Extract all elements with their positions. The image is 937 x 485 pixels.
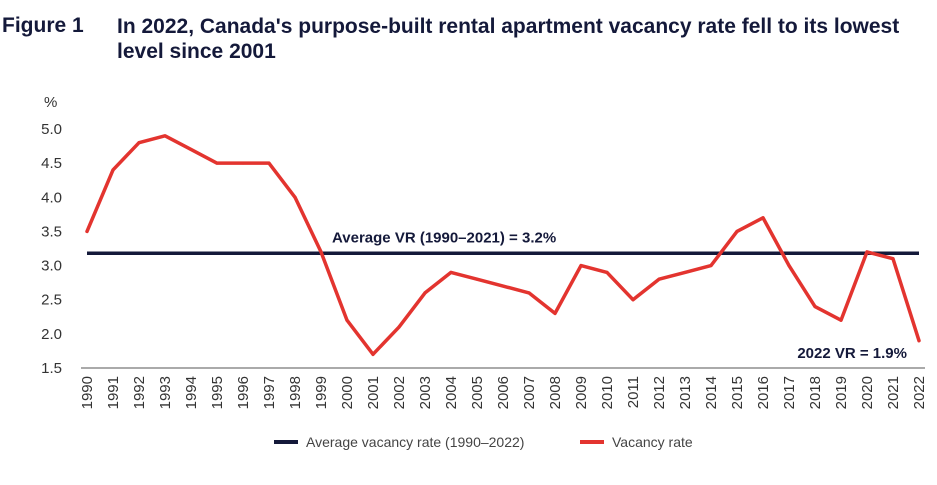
x-tick-label: 1990 (79, 376, 96, 409)
x-axis-ticks: 1990 1991 1992 1993 1994 1995 1996 1997 1998 1999… (79, 376, 928, 409)
vacancy-rate-point (475, 277, 479, 281)
vacancy-rate-point (267, 161, 271, 165)
vacancy-rate-point (215, 161, 219, 165)
figure-label: Figure 1 (2, 14, 84, 37)
x-tick-label: 1992 (131, 376, 148, 409)
vacancy-rate-point (735, 229, 739, 233)
vacancy-rate-point (293, 195, 297, 199)
x-tick-label: 2006 (495, 376, 512, 409)
figure-title: In 2022, Canada's purpose-built rental a… (117, 15, 900, 63)
x-tick-label: 2019 (833, 376, 850, 409)
x-tick-label: 2014 (703, 376, 720, 409)
vacancy-rate-point (527, 291, 531, 295)
vacancy-rate-point (917, 339, 921, 343)
vacancy-rate-point (319, 250, 323, 254)
x-tick-label: 2008 (547, 376, 564, 409)
vacancy-rate-point (241, 161, 245, 165)
y-tick-label: 3.0 (41, 258, 62, 275)
vacancy-rate-point (683, 270, 687, 274)
y-tick-label: 1.5 (41, 360, 62, 377)
vacancy-rate-point (189, 147, 193, 151)
x-tick-label: 2009 (573, 376, 590, 409)
x-tick-label: 2012 (651, 376, 668, 409)
x-tick-label: 1993 (157, 376, 174, 409)
x-tick-label: 2022 (911, 376, 928, 409)
vacancy-rate-point (657, 277, 661, 281)
legend: Average vacancy rate (1990–2022) Vacancy… (274, 434, 693, 450)
average-annotation: Average VR (1990–2021) = 3.2% (332, 229, 556, 246)
x-tick-label: 2003 (417, 376, 434, 409)
vacancy-rate-point (709, 264, 713, 268)
y-tick-label: 4.5 (41, 155, 62, 172)
vacancy-rate-point (345, 318, 349, 322)
x-tick-label: 2017 (781, 376, 798, 409)
vacancy-rate-point (579, 264, 583, 268)
x-tick-label: 2021 (885, 376, 902, 409)
legend-label-vacancy-rate: Vacancy rate (612, 434, 693, 450)
x-tick-label: 2002 (391, 376, 408, 409)
vacancy-rate-point (449, 270, 453, 274)
vacancy-rate-point (397, 325, 401, 329)
x-tick-label: 1994 (183, 376, 200, 409)
x-tick-label: 2000 (339, 376, 356, 409)
x-tick-label: 2016 (755, 376, 772, 409)
y-tick-label: 2.0 (41, 326, 62, 343)
y-axis-unit-label: % (44, 94, 57, 111)
latest-value-annotation: 2022 VR = 1.9% (797, 345, 907, 362)
vacancy-rate-point (813, 305, 817, 309)
x-tick-label: 1997 (261, 376, 278, 409)
vacancy-rate-points (85, 134, 921, 356)
x-tick-label: 2005 (469, 376, 486, 409)
x-tick-label: 1991 (105, 376, 122, 409)
vacancy-rate-point (865, 250, 869, 254)
vacancy-rate-point (631, 298, 635, 302)
x-tick-label: 1996 (235, 376, 252, 409)
y-tick-label: 5.0 (41, 121, 62, 138)
x-tick-label: 2013 (677, 376, 694, 409)
x-tick-label: 2004 (443, 376, 460, 409)
x-tick-label: 1998 (287, 376, 304, 409)
x-tick-label: 1995 (209, 376, 226, 409)
vacancy-rate-point (423, 291, 427, 295)
vacancy-rate-point (85, 229, 89, 233)
vacancy-rate-point (137, 141, 141, 145)
x-tick-label: 1999 (313, 376, 330, 409)
x-tick-label: 2010 (599, 376, 616, 409)
legend-label-average: Average vacancy rate (1990–2022) (306, 434, 524, 450)
vacancy-rate-point (111, 168, 115, 172)
x-tick-label: 2007 (521, 376, 538, 409)
vacancy-rate-point (605, 270, 609, 274)
vacancy-rate-point (891, 257, 895, 261)
x-tick-label: 2018 (807, 376, 824, 409)
y-tick-label: 2.5 (41, 292, 62, 309)
y-tick-label: 4.0 (41, 189, 62, 206)
vacancy-rate-point (501, 284, 505, 288)
vacancy-rate-point (761, 216, 765, 220)
vacancy-rate-point (839, 318, 843, 322)
x-tick-label: 2011 (625, 376, 642, 408)
x-tick-label: 2020 (859, 376, 876, 409)
y-axis-ticks: 5.0 4.5 4.0 3.5 3.0 2.5 2.0 1.5 (41, 121, 62, 377)
x-tick-label: 2015 (729, 376, 746, 409)
vacancy-rate-point (553, 311, 557, 315)
vacancy-rate-point (371, 352, 375, 356)
vacancy-rate-point (163, 134, 167, 138)
x-tick-label: 2001 (365, 376, 382, 409)
y-tick-label: 3.5 (41, 223, 62, 240)
vacancy-rate-point (787, 264, 791, 268)
